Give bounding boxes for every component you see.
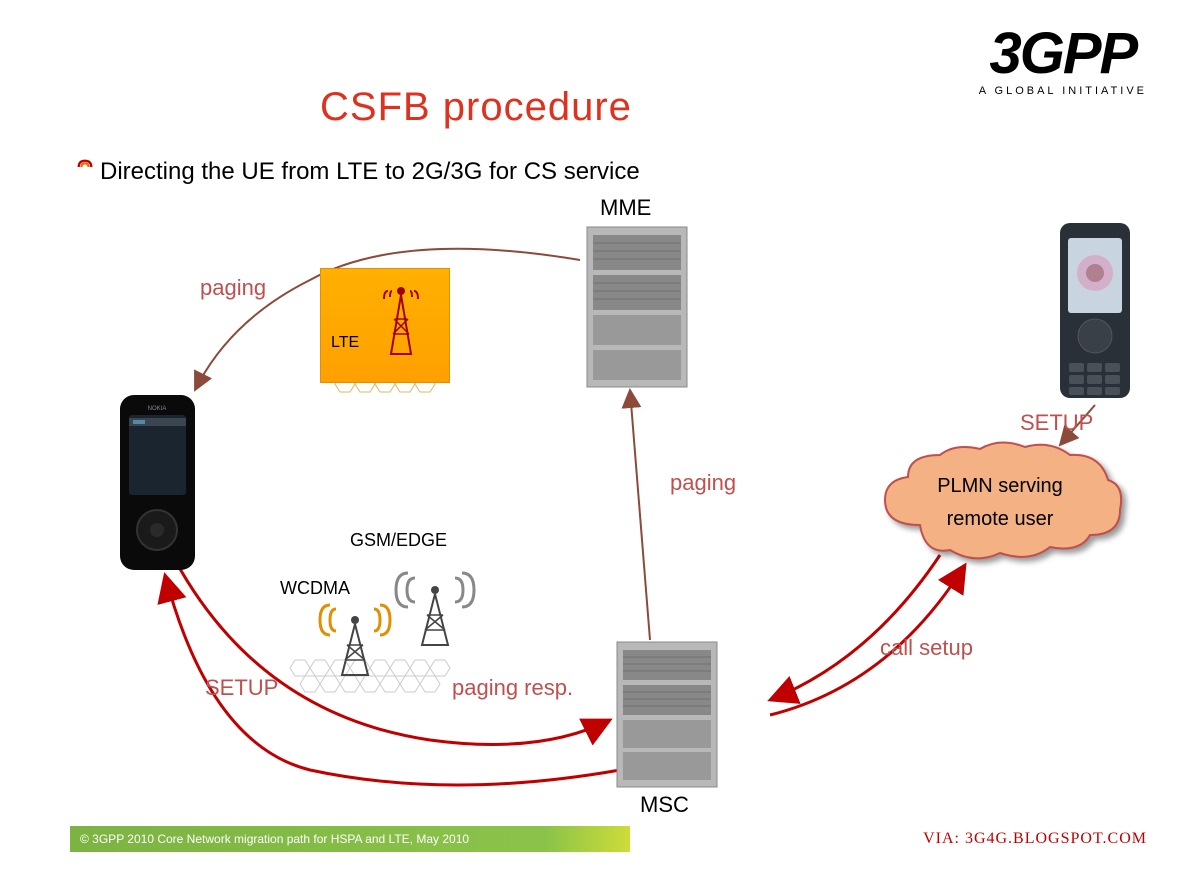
svg-text:NOKIA: NOKIA — [148, 406, 167, 412]
edge-setup-left: SETUP — [205, 675, 278, 701]
logo-subtitle: A GLOBAL INITIATIVE — [979, 85, 1147, 97]
gsm-edge-label: GSM/EDGE — [350, 530, 447, 551]
plmn-cloud-icon — [870, 435, 1130, 575]
msc-server-icon — [615, 640, 720, 795]
logo-3gpp: 3GPP A GLOBAL INITIATIVE — [979, 25, 1147, 97]
footer-bar: © 3GPP 2010 Core Network migration path … — [70, 826, 630, 852]
edge-paging-top: paging — [200, 275, 266, 301]
phone-right-icon — [1055, 218, 1135, 408]
mme-server-icon — [585, 225, 690, 395]
cloud-line2: remote user — [900, 508, 1100, 531]
edge-paging-mid: paging — [670, 470, 736, 496]
page-title: CSFB procedure — [320, 85, 632, 130]
gsm-tower-icon — [380, 545, 490, 655]
edge-call-setup: call setup — [880, 635, 973, 661]
mme-label: MME — [600, 195, 651, 221]
lte-tower-icon — [376, 279, 426, 359]
phone-left-icon: NOKIA — [115, 390, 200, 580]
edge-paging-resp: paging resp. — [452, 675, 573, 701]
bullet-icon — [76, 158, 94, 176]
via-attribution: VIA: 3G4G.BLOGSPOT.COM — [923, 830, 1147, 848]
wcdma-label: WCDMA — [280, 578, 350, 599]
msc-label: MSC — [640, 792, 689, 818]
cloud-line1: PLMN serving — [900, 475, 1100, 498]
edge-setup-right: SETUP — [1020, 410, 1093, 436]
page-subtitle: Directing the UE from LTE to 2G/3G for C… — [100, 158, 640, 186]
logo-text: 3GPP — [979, 25, 1147, 83]
lte-label: LTE — [331, 334, 359, 352]
lte-cell-icon: LTE — [320, 268, 450, 383]
